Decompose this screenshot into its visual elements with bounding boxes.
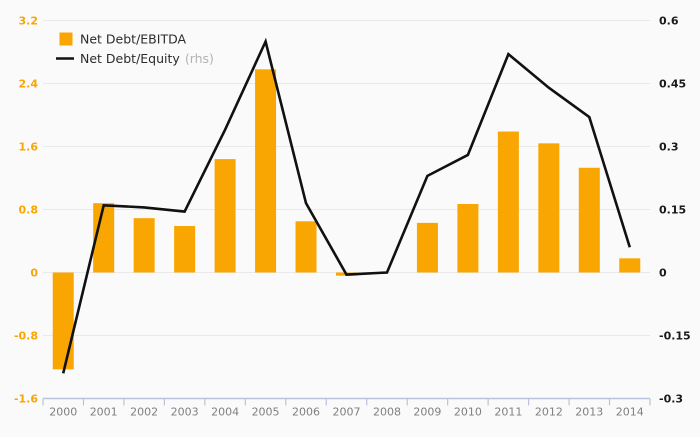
legend-label-equity: Net Debt/Equity (rhs) (80, 51, 214, 66)
bar-2004 (214, 159, 236, 273)
left-axis-label-3.2: 3.2 (19, 15, 39, 28)
bar-2012 (538, 143, 560, 273)
x-label-2012: 2012 (535, 406, 563, 419)
right-axis-label-0.15: 0.15 (659, 204, 686, 217)
right-axis-label-0: 0 (659, 267, 667, 280)
x-label-2014: 2014 (616, 406, 644, 419)
bar-2005 (255, 69, 277, 273)
bar-2002 (133, 218, 155, 273)
left-axis-label--0.8: -0.8 (14, 330, 38, 343)
bar-series (52, 69, 641, 370)
right-axis-labels: 0.6 0.45 0.3 0.15 0 -0.15 -0.3 (659, 15, 691, 406)
legend-label-rhs-hint: (rhs) (185, 51, 214, 66)
x-label-2008: 2008 (373, 406, 401, 419)
legend: Net Debt/EBITDA Net Debt/Equity (rhs) (56, 32, 214, 66)
x-label-2010: 2010 (454, 406, 482, 419)
right-axis-label--0.3: -0.3 (659, 393, 683, 406)
x-label-2011: 2011 (494, 406, 522, 419)
right-axis-label--0.15: -0.15 (659, 330, 691, 343)
x-label-2009: 2009 (413, 406, 441, 419)
bar-2003 (174, 226, 196, 273)
line-series (61, 37, 632, 374)
right-axis-label-0.45: 0.45 (659, 78, 686, 91)
left-axis-label-1.6: 1.6 (19, 141, 39, 154)
bar-2000 (52, 272, 74, 370)
right-axis-label-0.6: 0.6 (659, 15, 679, 28)
x-label-2013: 2013 (575, 406, 603, 419)
legend-label-ebitda: Net Debt/EBITDA (80, 32, 186, 47)
bar-2006 (295, 221, 317, 273)
x-label-2002: 2002 (130, 406, 158, 419)
x-label-2006: 2006 (292, 406, 320, 419)
bar-2009 (416, 222, 438, 273)
left-axis-label-0: 0 (30, 267, 38, 280)
bar-2001 (93, 203, 115, 273)
left-axis-label-0.8: 0.8 (19, 204, 39, 217)
left-axis-label-2.4: 2.4 (19, 78, 39, 91)
x-label-2003: 2003 (171, 406, 199, 419)
equity-line (61, 37, 632, 374)
x-label-2001: 2001 (90, 406, 118, 419)
bar-2013 (578, 167, 600, 273)
left-axis-label--1.6: -1.6 (14, 393, 38, 406)
x-label-2007: 2007 (333, 406, 361, 419)
bar-2011 (497, 131, 519, 273)
legend-label-equity-text: Net Debt/Equity (80, 51, 180, 66)
right-axis-label-0.3: 0.3 (659, 141, 679, 154)
x-label-2005: 2005 (252, 406, 280, 419)
legend-swatch-ebitda (59, 32, 73, 46)
x-label-2004: 2004 (211, 406, 239, 419)
x-axis: 2000 2001 2002 2003 2004 2005 2006 2007 2008 2009… (42, 397, 651, 419)
bar-2010 (457, 203, 479, 273)
bar-2014 (619, 258, 641, 273)
x-label-2000: 2000 (49, 406, 77, 419)
left-axis-labels: 3.2 2.4 1.6 0.8 0 -0.8 -1.6 (14, 15, 38, 406)
